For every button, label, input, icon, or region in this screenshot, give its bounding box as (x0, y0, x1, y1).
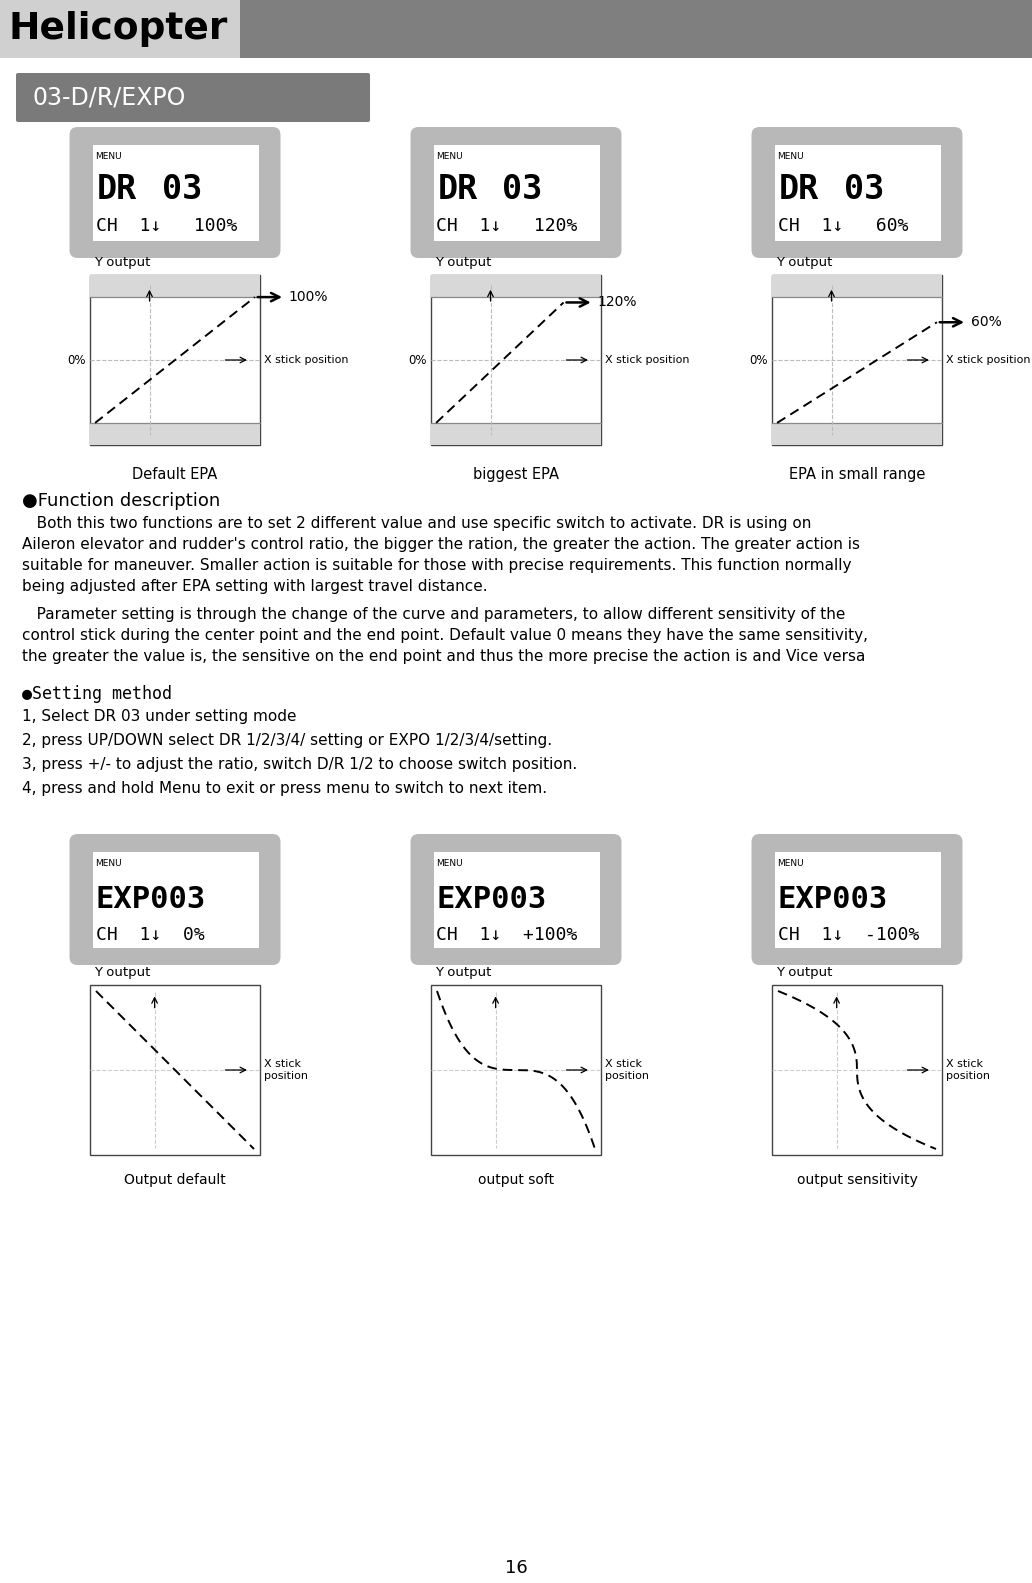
Text: 0%: 0% (749, 353, 768, 367)
Bar (0, 0, 1032, 59)
Text: 1, Select DR 03 under setting mode: 1, Select DR 03 under setting mode (22, 709, 296, 723)
Text: DR: DR (438, 173, 478, 206)
Text: MENU: MENU (777, 152, 804, 160)
Text: 60%: 60% (971, 315, 1002, 329)
FancyBboxPatch shape (17, 73, 370, 122)
Bar (772, 985, 942, 1156)
Text: EXP003: EXP003 (437, 885, 547, 913)
Text: 100%: 100% (289, 290, 328, 304)
Text: 03: 03 (503, 173, 543, 206)
Bar (431, 985, 601, 1156)
Text: Parameter setting is through the change of the curve and parameters, to allow di: Parameter setting is through the change … (22, 606, 868, 663)
Text: X stick
position: X stick position (264, 1059, 308, 1081)
Text: CH  1↓   120%: CH 1↓ 120% (437, 217, 578, 234)
FancyBboxPatch shape (69, 834, 281, 966)
Text: EXP003: EXP003 (777, 885, 888, 913)
Text: 0%: 0% (67, 353, 86, 367)
Bar (90, 275, 260, 298)
Text: 03: 03 (161, 173, 201, 206)
Text: ●Setting method: ●Setting method (22, 685, 172, 703)
Bar (240, 0, 1032, 59)
Text: 3, press +/- to adjust the ratio, switch D/R 1/2 to choose switch position.: 3, press +/- to adjust the ratio, switch… (22, 757, 577, 773)
Text: CH  1↓  -100%: CH 1↓ -100% (777, 926, 918, 943)
FancyBboxPatch shape (751, 834, 963, 966)
Text: CH  1↓  0%: CH 1↓ 0% (96, 926, 204, 943)
Text: 2, press UP/DOWN select DR 1/2/3/4/ setting or EXPO 1/2/3/4/setting.: 2, press UP/DOWN select DR 1/2/3/4/ sett… (22, 733, 552, 749)
FancyBboxPatch shape (751, 127, 963, 258)
Bar (431, 275, 601, 445)
Text: 03-D/R/EXPO: 03-D/R/EXPO (32, 85, 186, 109)
Text: 4, press and hold Menu to exit or press menu to switch to next item.: 4, press and hold Menu to exit or press … (22, 780, 547, 796)
Text: Y output: Y output (94, 256, 151, 269)
Text: X stick position: X stick position (946, 355, 1031, 366)
Text: Y output: Y output (436, 966, 491, 978)
Text: Y output: Y output (436, 256, 491, 269)
Bar (774, 144, 940, 241)
Text: CH  1↓  +100%: CH 1↓ +100% (437, 926, 578, 943)
Text: EPA in small range: EPA in small range (788, 467, 925, 481)
Bar (772, 275, 942, 298)
Bar (432, 144, 600, 241)
Text: MENU: MENU (96, 152, 122, 160)
Bar (90, 985, 260, 1156)
Text: X stick position: X stick position (605, 355, 689, 366)
Text: MENU: MENU (96, 858, 122, 867)
Bar (90, 423, 260, 445)
Text: output sensitivity: output sensitivity (797, 1173, 917, 1187)
Text: X stick position: X stick position (264, 355, 349, 366)
Text: Both this two functions are to set 2 different value and use specific switch to : Both this two functions are to set 2 dif… (22, 516, 860, 594)
Text: CH  1↓   60%: CH 1↓ 60% (777, 217, 908, 234)
Bar (90, 275, 260, 445)
Text: Y output: Y output (776, 966, 833, 978)
Bar (431, 423, 601, 445)
Text: output soft: output soft (478, 1173, 554, 1187)
Text: 120%: 120% (598, 296, 637, 309)
Text: X stick
position: X stick position (946, 1059, 990, 1081)
Text: Helicopter: Helicopter (8, 11, 227, 47)
Text: DR: DR (778, 173, 818, 206)
Bar (774, 852, 940, 948)
Text: 16: 16 (505, 1559, 527, 1577)
Text: 0%: 0% (409, 353, 427, 367)
Bar (772, 423, 942, 445)
Bar (92, 852, 258, 948)
Text: EXP003: EXP003 (96, 885, 205, 913)
Text: CH  1↓   100%: CH 1↓ 100% (96, 217, 237, 234)
Text: biggest EPA: biggest EPA (473, 467, 559, 481)
FancyBboxPatch shape (411, 127, 621, 258)
Text: MENU: MENU (437, 858, 463, 867)
Bar (432, 852, 600, 948)
Text: DR: DR (97, 173, 137, 206)
Text: ●Function description: ●Function description (22, 492, 220, 510)
Text: Y output: Y output (776, 256, 833, 269)
Text: X stick
position: X stick position (605, 1059, 649, 1081)
Text: MENU: MENU (437, 152, 463, 160)
Bar (431, 275, 601, 298)
Text: Default EPA: Default EPA (132, 467, 218, 481)
Text: Output default: Output default (124, 1173, 226, 1187)
Text: Y output: Y output (94, 966, 151, 978)
FancyBboxPatch shape (69, 127, 281, 258)
Text: MENU: MENU (777, 858, 804, 867)
Bar (92, 144, 258, 241)
Text: 03: 03 (843, 173, 883, 206)
FancyBboxPatch shape (411, 834, 621, 966)
Bar (772, 275, 942, 445)
